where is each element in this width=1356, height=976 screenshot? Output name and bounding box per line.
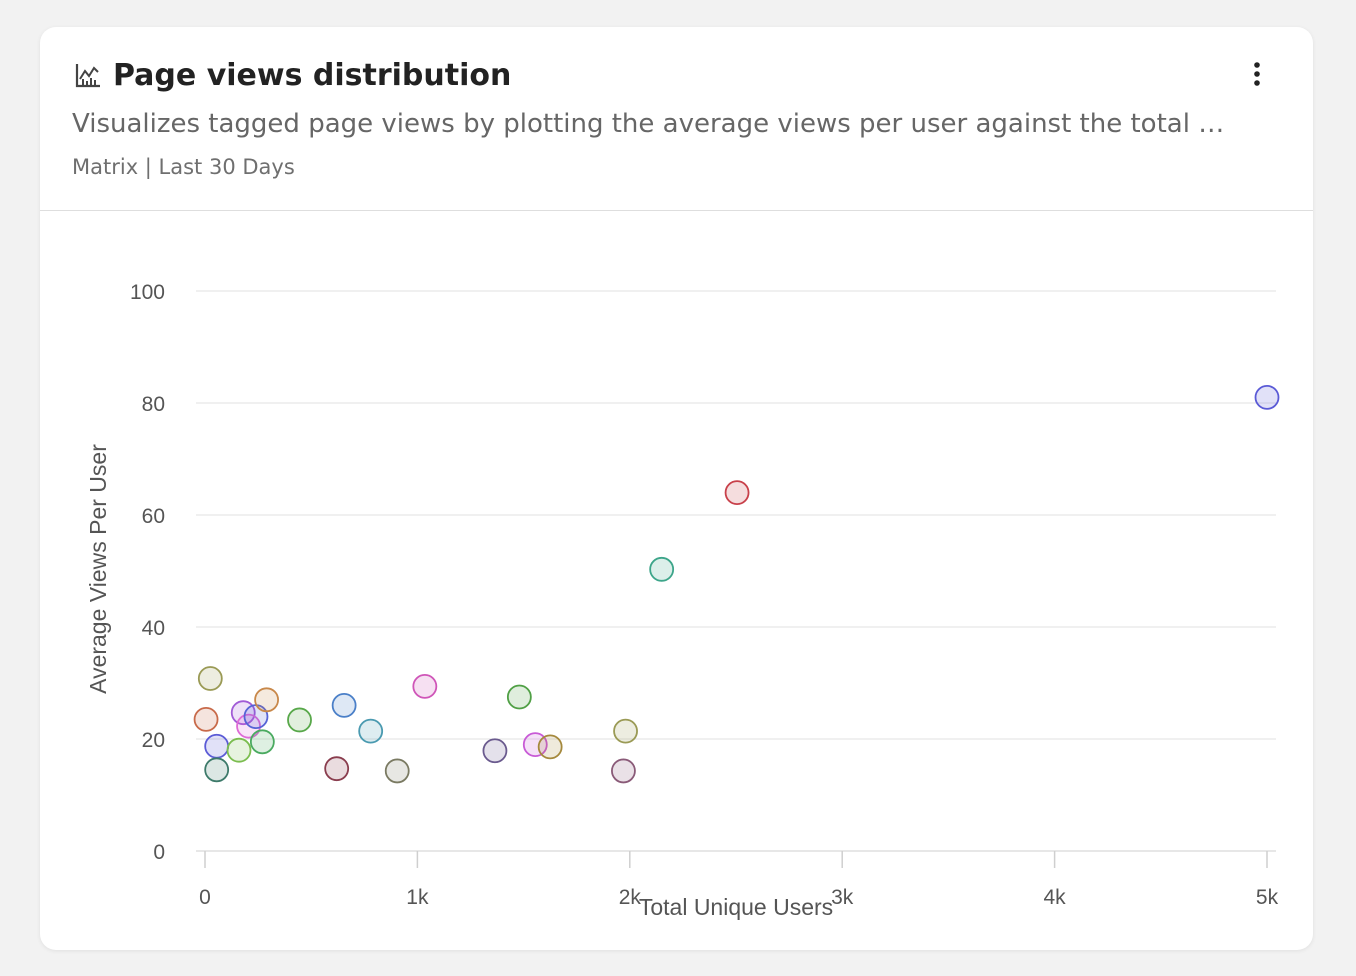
widget-description: Visualizes tagged page views by plotting…: [72, 109, 1232, 139]
data-point[interactable]: [331, 692, 357, 718]
data-point[interactable]: [506, 684, 532, 710]
data-point[interactable]: [324, 756, 350, 782]
x-tick-label: 4k: [1044, 886, 1067, 909]
widget-header: Page views distribution Visualizes tagge…: [40, 27, 1313, 211]
data-point[interactable]: [204, 757, 230, 783]
more-options-button[interactable]: [1240, 57, 1274, 91]
data-points: [193, 384, 1280, 784]
data-point[interactable]: [537, 734, 563, 760]
y-tick-label: 20: [142, 729, 165, 752]
more-vertical-icon: [1254, 62, 1260, 86]
chart-area: 0 1k 2k 3k 4k 5k 0 20 40 60 80 100 Total Unique Us…: [40, 211, 1313, 950]
grid-lines: [196, 290, 1276, 852]
widget-card: Page views distribution Visualizes tagge…: [40, 27, 1313, 950]
data-point[interactable]: [249, 729, 275, 755]
y-tick-label: 0: [153, 841, 165, 864]
y-tick-label: 40: [142, 617, 165, 640]
x-tick-label: 1k: [406, 886, 429, 909]
data-point[interactable]: [358, 718, 384, 744]
data-point[interactable]: [724, 480, 750, 506]
data-point[interactable]: [1254, 384, 1280, 410]
widget-title: Page views distribution: [113, 57, 512, 93]
data-point[interactable]: [384, 758, 410, 784]
data-point[interactable]: [649, 556, 675, 582]
data-point[interactable]: [197, 666, 223, 691]
y-axis: 0 20 40 60 80 100: [130, 281, 165, 864]
x-tick-label: 5k: [1256, 886, 1279, 909]
y-axis-label: Average Views Per User: [85, 444, 111, 694]
widget-meta: Matrix | Last 30 Days: [72, 155, 295, 179]
data-point[interactable]: [193, 706, 219, 732]
data-point[interactable]: [613, 718, 638, 744]
data-point[interactable]: [611, 758, 636, 784]
x-tick-label: 0: [199, 886, 211, 909]
data-point[interactable]: [287, 707, 312, 733]
chart-line-icon: [73, 60, 103, 90]
x-tick-label: 3k: [831, 886, 854, 909]
y-tick-label: 60: [142, 505, 165, 528]
x-axis-label: Total Unique Users: [639, 894, 833, 920]
x-axis: 0 1k 2k 3k 4k 5k: [199, 851, 1279, 909]
data-point[interactable]: [482, 738, 508, 764]
data-point[interactable]: [204, 733, 230, 759]
title-row: Page views distribution: [73, 55, 511, 95]
y-tick-label: 100: [130, 281, 165, 304]
data-point[interactable]: [226, 737, 252, 763]
x-tick-label: 2k: [619, 886, 642, 909]
data-point[interactable]: [254, 687, 279, 713]
data-point[interactable]: [412, 673, 438, 699]
y-tick-label: 80: [142, 393, 165, 416]
scatter-chart: 0 1k 2k 3k 4k 5k 0 20 40 60 80 100 Total Unique Us…: [85, 281, 1280, 920]
